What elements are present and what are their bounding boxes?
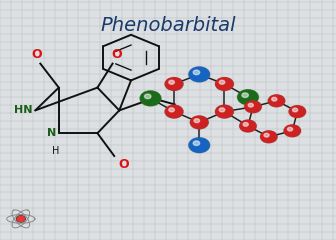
Circle shape: [216, 105, 233, 118]
Circle shape: [219, 80, 225, 84]
Circle shape: [165, 105, 183, 118]
Circle shape: [17, 216, 25, 222]
Circle shape: [260, 131, 277, 143]
Text: O: O: [31, 48, 42, 61]
Circle shape: [169, 80, 174, 84]
Circle shape: [248, 103, 253, 107]
Text: HN: HN: [14, 105, 33, 115]
Circle shape: [216, 78, 233, 90]
Circle shape: [284, 125, 300, 137]
Circle shape: [140, 91, 161, 106]
Circle shape: [189, 138, 209, 152]
Circle shape: [243, 123, 248, 126]
Circle shape: [190, 116, 208, 129]
Circle shape: [165, 105, 183, 118]
Circle shape: [189, 67, 209, 82]
Circle shape: [219, 108, 225, 112]
Circle shape: [191, 116, 208, 129]
Text: O: O: [111, 48, 122, 61]
Circle shape: [268, 95, 285, 107]
Circle shape: [140, 91, 161, 106]
Circle shape: [237, 90, 258, 105]
Circle shape: [272, 97, 277, 101]
Circle shape: [238, 90, 258, 104]
Circle shape: [288, 127, 293, 131]
Text: N: N: [47, 128, 56, 138]
Text: Phenobarbital: Phenobarbital: [100, 16, 236, 35]
Circle shape: [293, 108, 298, 112]
Circle shape: [289, 106, 306, 118]
Circle shape: [169, 108, 174, 112]
Circle shape: [215, 105, 234, 118]
Circle shape: [261, 131, 277, 143]
Circle shape: [245, 101, 261, 113]
Circle shape: [240, 120, 256, 132]
Circle shape: [16, 216, 25, 222]
Circle shape: [144, 94, 151, 99]
Circle shape: [215, 78, 234, 90]
Circle shape: [245, 101, 261, 113]
Circle shape: [268, 95, 285, 107]
Circle shape: [165, 78, 183, 90]
Circle shape: [194, 119, 200, 123]
Circle shape: [284, 125, 301, 137]
Circle shape: [264, 133, 269, 137]
Circle shape: [240, 120, 256, 132]
Circle shape: [188, 67, 210, 82]
Text: O: O: [118, 158, 129, 171]
Circle shape: [193, 141, 200, 145]
Text: H: H: [52, 146, 60, 156]
Circle shape: [289, 106, 305, 117]
Circle shape: [188, 138, 210, 153]
Circle shape: [242, 93, 248, 97]
Circle shape: [193, 70, 200, 75]
Circle shape: [165, 78, 183, 90]
